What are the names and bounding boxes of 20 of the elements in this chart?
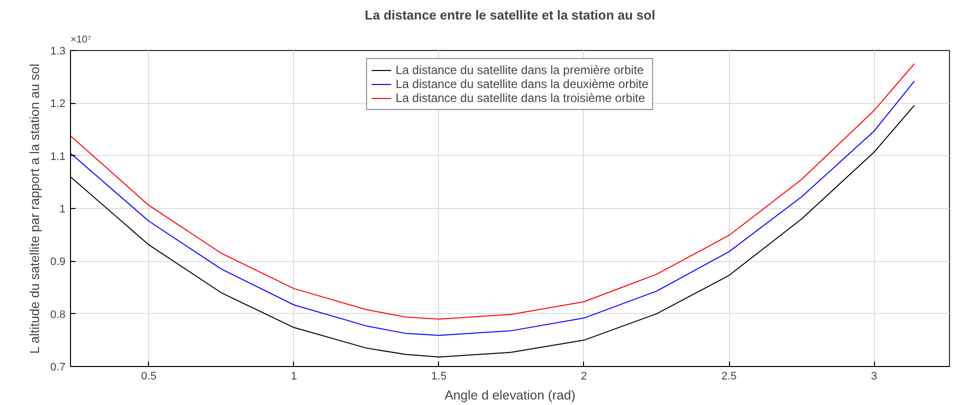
legend-label: La distance du satellite dans la troisième orbite [396,91,646,105]
x-tick-label: 2 [580,370,588,382]
y-tick-label: 1 [59,204,66,216]
chart-title: La distance entre le satellite et la station au sol [364,8,656,22]
x-tick-label: 1 [290,370,297,382]
x-tick-label: 3 [871,370,878,382]
x-tick-label: 0.5 [141,370,156,382]
legend-label: La distance du satellite dans la première orbite [396,63,644,77]
y-tick-label: 1.3 [50,46,66,58]
y-tick-label: 1.1 [50,150,66,163]
x-axis-title: Angle d elevation (rad) [444,388,576,402]
text: ×10⁷ [70,34,92,46]
y-tick-label: 0.9 [50,256,66,268]
x-tick-label: 2.5 [721,370,737,382]
legend-label: La distance du satellite dans la deuxième orbite [396,77,648,91]
y-axis-title: L altitude du satellite par rapport a la station au sol [27,64,42,354]
y-tick-label: 0.7 [50,362,66,374]
x-tick-label: 1.5 [431,370,447,382]
y-tick-label: 0.8 [50,308,66,321]
y-tick-label: 1.2 [50,98,66,110]
